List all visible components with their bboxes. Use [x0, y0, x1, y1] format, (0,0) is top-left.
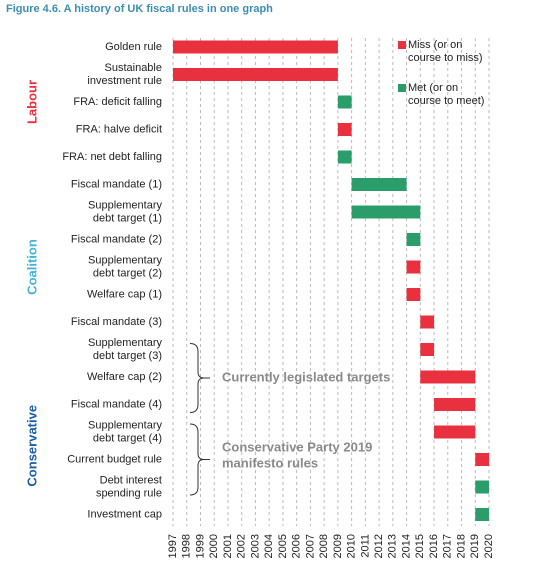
bar	[406, 260, 421, 274]
x-tick-label: 2004	[263, 534, 275, 558]
row-label: Golden rule	[105, 41, 162, 53]
x-tick-label: 1997	[167, 534, 179, 558]
x-tick-label: 2010	[346, 534, 358, 558]
legend-swatch	[398, 84, 406, 92]
x-tick-label: 2012	[373, 534, 385, 558]
x-tick-label: 2017	[442, 534, 454, 558]
row-label: Supplementary debt target (3)	[88, 337, 162, 362]
bar	[420, 315, 435, 329]
legend-swatch	[398, 41, 406, 49]
x-tick-label: 2018	[455, 534, 467, 558]
x-tick-label: 2008	[318, 534, 330, 558]
bar	[351, 205, 421, 219]
row-label: Supplementary debt target (1)	[88, 199, 162, 224]
row-label: Debt interest spending rule	[96, 474, 162, 499]
x-tick-label: 2015	[414, 534, 426, 558]
x-tick-label: 2001	[222, 534, 234, 558]
row-label: Sustainable investment rule	[87, 62, 162, 87]
brace	[189, 423, 205, 496]
bar	[420, 370, 476, 384]
row-label: Supplementary debt target (4)	[88, 419, 162, 444]
group-label: Labour	[24, 80, 39, 124]
bar	[406, 233, 421, 246]
row-label: Current budget rule	[67, 453, 162, 465]
row-label: FRA: halve deficit	[76, 123, 162, 135]
x-tick-label: 2013	[387, 534, 399, 558]
row-label: Fiscal mandate (4)	[71, 398, 162, 410]
x-tick-label: 2009	[332, 534, 344, 558]
bar	[337, 95, 352, 109]
row-label: Welfare cap (1)	[87, 288, 162, 300]
bar	[337, 123, 352, 136]
x-tick-label: 2003	[249, 534, 261, 558]
bar	[434, 398, 476, 411]
bar	[475, 508, 489, 521]
bar	[475, 480, 489, 494]
row-label: Fiscal mandate (3)	[71, 316, 162, 328]
row-label: FRA: deficit falling	[73, 96, 162, 108]
x-tick-label: 2016	[428, 534, 440, 558]
x-tick-label: 2000	[208, 534, 220, 558]
x-tick-label: 2019	[469, 534, 481, 558]
legend-label: Met (or on course to meet)	[408, 82, 484, 107]
x-tick-label: 2014	[400, 534, 412, 558]
row-label: FRA: net debt falling	[62, 151, 162, 163]
x-tick-label: 2011	[359, 534, 371, 558]
bar	[475, 453, 489, 466]
x-tick-label: 1999	[194, 534, 206, 558]
annotation: Conservative Party 2019 manifesto rules	[222, 440, 372, 471]
bar	[173, 68, 338, 81]
bar	[420, 343, 435, 356]
x-tick-label: 2020	[483, 534, 495, 558]
group-label: Conservative	[24, 405, 39, 487]
x-tick-label: 2007	[304, 534, 316, 558]
row-label: Fiscal mandate (2)	[71, 233, 162, 245]
legend-label: Miss (or on course to miss)	[408, 39, 483, 64]
row-label: Supplementary debt target (2)	[88, 254, 162, 279]
group-label: Coalition	[24, 239, 39, 295]
bar	[173, 40, 338, 54]
chart-title: Figure 4.6. A history of UK fiscal rules…	[6, 3, 273, 15]
x-tick-label: 2006	[291, 534, 303, 558]
bar	[351, 178, 407, 191]
row-label: Investment cap	[87, 508, 162, 520]
row-label: Welfare cap (2)	[87, 371, 162, 383]
annotation: Currently legislated targets	[222, 369, 390, 384]
bar	[337, 150, 352, 164]
row-label: Fiscal mandate (1)	[71, 178, 162, 190]
bar	[434, 425, 476, 439]
x-tick-label: 2002	[236, 534, 248, 558]
bar	[406, 288, 421, 301]
brace	[189, 343, 205, 413]
x-tick-label: 1998	[181, 534, 193, 558]
x-tick-label: 2005	[277, 534, 289, 558]
